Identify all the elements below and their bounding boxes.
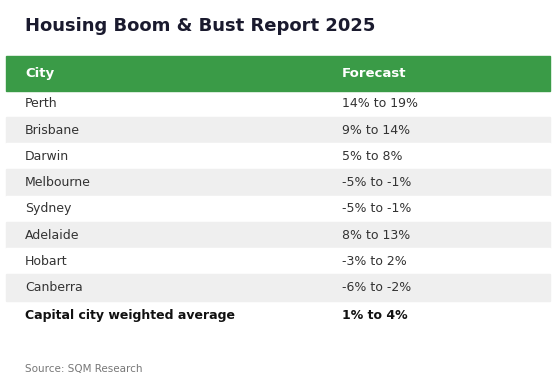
Text: 5% to 8%: 5% to 8%: [342, 150, 403, 163]
Text: Perth: Perth: [25, 97, 58, 110]
Text: -6% to -2%: -6% to -2%: [342, 281, 411, 294]
Text: Housing Boom & Bust Report 2025: Housing Boom & Bust Report 2025: [25, 17, 375, 36]
Text: Capital city weighted average: Capital city weighted average: [25, 309, 235, 322]
Text: Sydney: Sydney: [25, 202, 71, 215]
Text: -3% to 2%: -3% to 2%: [342, 255, 406, 268]
Text: 14% to 19%: 14% to 19%: [342, 97, 418, 110]
Text: Forecast: Forecast: [342, 67, 406, 80]
Text: Darwin: Darwin: [25, 150, 69, 163]
Text: City: City: [25, 67, 54, 80]
Text: Brisbane: Brisbane: [25, 124, 80, 137]
Text: Canberra: Canberra: [25, 281, 83, 294]
Text: 9% to 14%: 9% to 14%: [342, 124, 410, 137]
Text: -5% to -1%: -5% to -1%: [342, 202, 411, 215]
Text: Adelaide: Adelaide: [25, 229, 80, 242]
Text: 1% to 4%: 1% to 4%: [342, 309, 408, 322]
Text: 8% to 13%: 8% to 13%: [342, 229, 410, 242]
Text: -5% to -1%: -5% to -1%: [342, 176, 411, 189]
Text: Melbourne: Melbourne: [25, 176, 91, 189]
Text: Hobart: Hobart: [25, 255, 68, 268]
Text: Source: SQM Research: Source: SQM Research: [25, 364, 142, 374]
